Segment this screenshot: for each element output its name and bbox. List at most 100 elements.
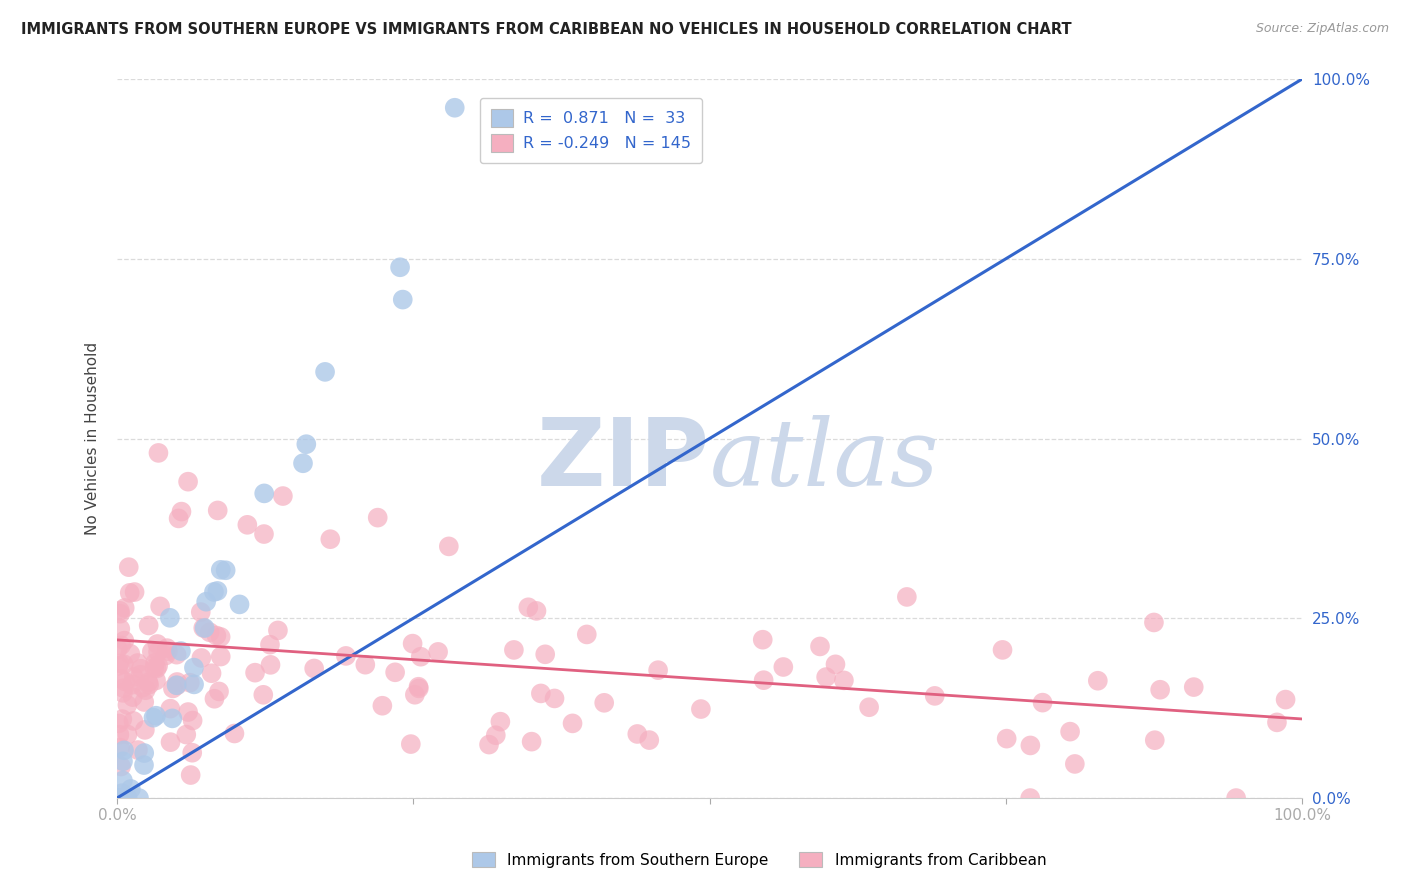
Point xyxy=(117,791,139,805)
Point xyxy=(131,681,153,695)
Point xyxy=(111,786,134,800)
Point xyxy=(1019,739,1042,753)
Point xyxy=(108,657,131,671)
Point xyxy=(145,661,167,675)
Point xyxy=(177,475,200,489)
Point xyxy=(193,621,215,635)
Point xyxy=(145,673,167,688)
Point xyxy=(228,598,250,612)
Point xyxy=(253,527,276,541)
Point xyxy=(118,586,141,600)
Point xyxy=(1182,680,1205,694)
Point xyxy=(520,734,543,748)
Point xyxy=(110,638,132,652)
Point xyxy=(207,503,229,517)
Point xyxy=(198,625,221,640)
Point xyxy=(181,746,204,760)
Point xyxy=(108,604,131,618)
Point xyxy=(561,716,583,731)
Point xyxy=(896,590,918,604)
Point xyxy=(202,585,225,599)
Point xyxy=(1087,673,1109,688)
Point xyxy=(143,661,166,675)
Point xyxy=(824,657,846,672)
Point xyxy=(209,563,232,577)
Point xyxy=(181,714,204,728)
Point xyxy=(209,649,232,664)
Point xyxy=(107,791,129,805)
Point xyxy=(195,595,218,609)
Point xyxy=(107,659,129,673)
Point xyxy=(108,716,131,731)
Point xyxy=(638,733,661,747)
Point xyxy=(292,456,315,470)
Point xyxy=(267,624,290,638)
Point xyxy=(155,648,177,663)
Point xyxy=(391,293,413,307)
Point xyxy=(534,648,557,662)
Point xyxy=(120,647,142,661)
Point xyxy=(112,633,135,648)
Point xyxy=(295,437,318,451)
Point xyxy=(575,627,598,641)
Point xyxy=(141,645,163,659)
Point xyxy=(138,618,160,632)
Point xyxy=(108,728,131,742)
Text: atlas: atlas xyxy=(710,415,939,505)
Point xyxy=(159,701,181,715)
Point xyxy=(236,517,259,532)
Point xyxy=(162,681,184,696)
Point xyxy=(530,686,553,700)
Point xyxy=(409,649,432,664)
Point xyxy=(146,645,169,659)
Text: ZIP: ZIP xyxy=(537,414,710,506)
Point xyxy=(148,446,170,460)
Point xyxy=(1143,615,1166,630)
Point xyxy=(1265,715,1288,730)
Point xyxy=(107,641,129,656)
Point xyxy=(142,711,165,725)
Point xyxy=(159,611,181,625)
Point xyxy=(121,678,143,692)
Point xyxy=(367,510,389,524)
Point xyxy=(526,604,548,618)
Point xyxy=(170,644,193,658)
Point xyxy=(128,791,150,805)
Legend: R =  0.871   N =  33, R = -0.249   N = 145: R = 0.871 N = 33, R = -0.249 N = 145 xyxy=(479,98,702,163)
Point xyxy=(408,680,430,694)
Point xyxy=(626,727,648,741)
Point xyxy=(1143,733,1166,747)
Point xyxy=(156,641,179,656)
Point xyxy=(146,637,169,651)
Point xyxy=(214,563,236,577)
Point xyxy=(437,540,460,554)
Point xyxy=(179,675,201,690)
Point xyxy=(112,657,135,672)
Point xyxy=(170,505,193,519)
Point xyxy=(134,695,156,709)
Point xyxy=(180,768,202,782)
Point xyxy=(162,711,184,725)
Point xyxy=(166,675,188,690)
Point xyxy=(1225,791,1247,805)
Point xyxy=(224,726,246,740)
Point xyxy=(408,681,430,696)
Text: Source: ZipAtlas.com: Source: ZipAtlas.com xyxy=(1256,22,1389,36)
Point xyxy=(194,621,217,635)
Point xyxy=(354,657,377,672)
Point xyxy=(647,663,669,677)
Point xyxy=(156,644,179,658)
Point xyxy=(815,670,838,684)
Point xyxy=(208,684,231,698)
Point xyxy=(314,365,336,379)
Point xyxy=(143,656,166,670)
Point xyxy=(543,691,565,706)
Point xyxy=(1063,756,1085,771)
Point xyxy=(167,511,190,525)
Point xyxy=(159,735,181,749)
Point xyxy=(120,781,142,796)
Point xyxy=(404,688,426,702)
Point xyxy=(389,260,412,275)
Point xyxy=(204,691,226,706)
Point xyxy=(209,630,232,644)
